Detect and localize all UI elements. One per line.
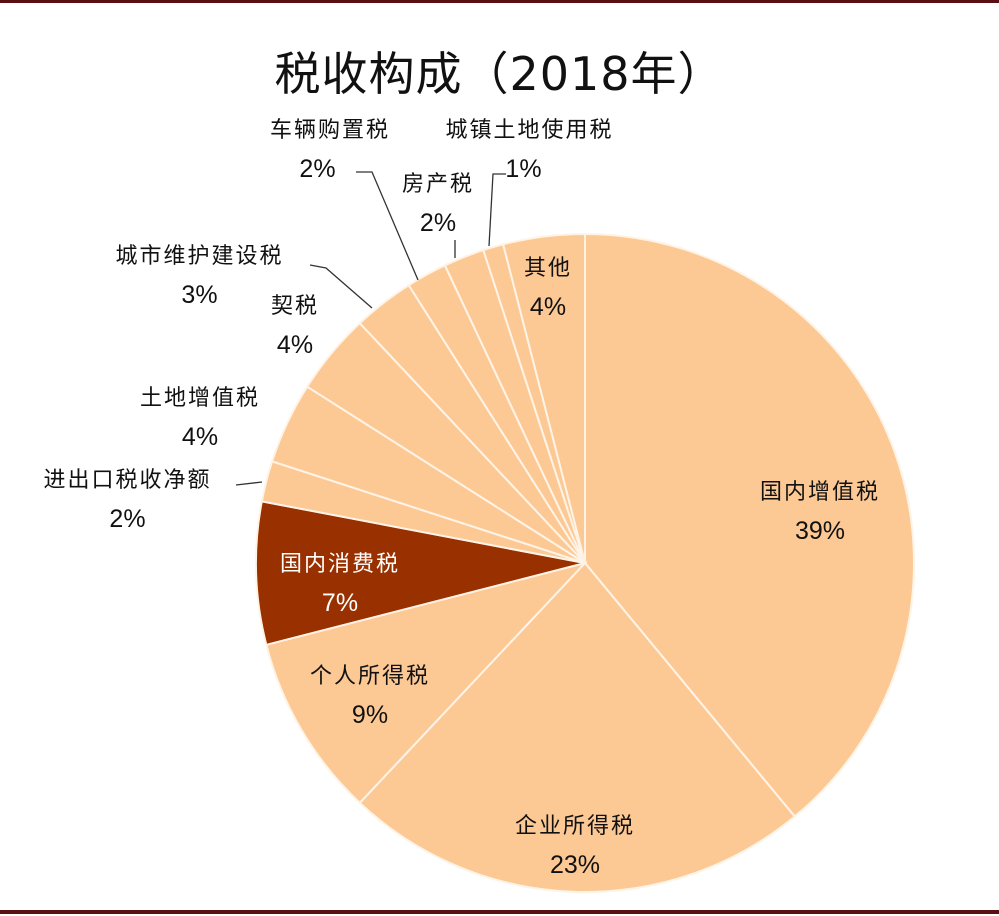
leader-line bbox=[356, 171, 419, 281]
label-corporate-income-tax: 企业所得税 23% bbox=[514, 814, 635, 879]
label-import-export-net: 进出口税收净额 2% bbox=[43, 468, 212, 533]
label-deed-tax: 契税 4% bbox=[270, 294, 319, 359]
label-urban-maintenance-tax: 城市维护建设税 3% bbox=[115, 244, 284, 309]
label-personal-income-tax: 个人所得税 9% bbox=[309, 664, 430, 729]
label-land-appreciation-tax: 土地增值税 4% bbox=[139, 386, 260, 451]
label-other: 其他 4% bbox=[523, 256, 572, 321]
pie-slice bbox=[584, 232, 915, 818]
pie-slice bbox=[358, 561, 797, 893]
label-domestic-vat: 国内增值税 39% bbox=[759, 480, 880, 545]
pie-slice bbox=[255, 500, 586, 647]
chart-title: 税收构成（2018年） bbox=[274, 47, 725, 101]
leader-line bbox=[235, 481, 263, 486]
pie-slice bbox=[265, 561, 589, 805]
bottom-rule bbox=[0, 910, 999, 914]
pie-slice bbox=[501, 232, 586, 564]
leader-line bbox=[309, 264, 373, 309]
label-consumption-tax: 国内消费税 7% bbox=[279, 552, 400, 617]
leader-line bbox=[488, 173, 506, 247]
label-property-tax: 房产税 2% bbox=[401, 172, 474, 237]
label-urban-land-use-tax: 城镇土地使用税 1% bbox=[445, 118, 614, 183]
top-rule bbox=[0, 0, 999, 3]
label-vehicle-purchase-tax: 车辆购置税 2% bbox=[269, 118, 390, 183]
